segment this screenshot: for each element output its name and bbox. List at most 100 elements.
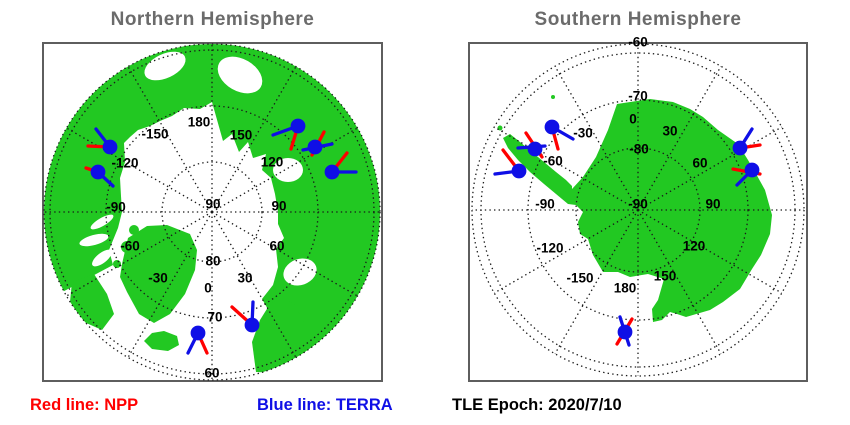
satellite-position-dot: [544, 119, 560, 135]
ocean-patch: [92, 249, 112, 267]
graticule-meridian: [637, 65, 722, 211]
grid-label: 90: [205, 197, 220, 212]
ocean-patch: [217, 56, 263, 94]
ocean-patch: [283, 258, 317, 286]
grid-label: 90: [271, 199, 286, 214]
grid-label: 90: [705, 197, 720, 212]
grid-label: -120: [536, 241, 563, 256]
grid-label: 60: [204, 366, 219, 381]
grid-label: 120: [683, 239, 706, 254]
satellite-position-dot: [527, 141, 543, 157]
grid-label: 60: [692, 156, 707, 171]
grid-label: -60: [628, 35, 648, 50]
grid-label: -90: [628, 197, 648, 212]
south-panel-title: Southern Hemisphere: [534, 9, 742, 30]
satellite-position-dot: [511, 163, 527, 179]
grid-label: 180: [614, 281, 637, 296]
grid-label: -150: [566, 271, 593, 286]
satellite-position-dot: [617, 324, 633, 340]
grid-label: -60: [120, 239, 140, 254]
satellite-marker: [493, 148, 527, 179]
satellite-marker: [186, 325, 209, 355]
land-path: [120, 225, 197, 323]
satellite-marker: [544, 119, 575, 151]
grid-label: 70: [207, 310, 222, 325]
satellite-marker: [516, 131, 547, 159]
grid-label: -30: [148, 271, 168, 286]
graticule-meridian: [493, 126, 639, 211]
graticule-meridian: [554, 65, 639, 211]
satellite-marker: [86, 127, 118, 155]
satellite-marker: [731, 162, 762, 187]
graticule-meridian: [637, 209, 722, 355]
grid-label: 120: [261, 155, 284, 170]
satellite-position-dot: [244, 317, 260, 333]
graticule-ring: [575, 147, 701, 273]
island: [497, 125, 503, 131]
ocean-patch: [273, 158, 303, 182]
satellite-marker: [301, 130, 334, 157]
graticule-meridian: [211, 211, 297, 358]
grid-label: -60: [543, 154, 563, 169]
satellite-position-dot: [307, 139, 323, 155]
grid-label: -90: [106, 200, 126, 215]
legend-terra-blue-line: Blue line: TERRA: [257, 396, 393, 414]
graticule-meridian: [211, 211, 358, 297]
grid-label: -90: [535, 197, 555, 212]
grid-label: -80: [629, 142, 649, 157]
graticule-ring: [43, 43, 381, 381]
graticule-meridian: [554, 209, 639, 355]
satellite-position-dot: [290, 118, 306, 134]
graticule-meridian: [66, 211, 213, 297]
grid-label: 60: [269, 239, 284, 254]
legend-tle-epoch: TLE Epoch: 2020/7/10: [452, 396, 622, 414]
land-path: [144, 331, 179, 351]
grid-label: 30: [662, 124, 677, 139]
south-hemisphere-panel: Southern Hemisphere -60 -70 0 30 -30 -80 60 -60…: [468, 9, 808, 382]
grid-label: 30: [237, 271, 252, 286]
island: [551, 95, 555, 99]
north-graticule: [43, 43, 381, 381]
satellite-position-dot: [102, 139, 118, 155]
satellite-position-dot: [324, 164, 340, 180]
grid-label: -150: [141, 127, 168, 142]
graticule-meridian: [66, 127, 213, 213]
graticule-ring: [527, 99, 749, 321]
satellite-position-dot: [190, 325, 206, 341]
graticule-meridian: [493, 209, 639, 294]
satellite-marker: [615, 315, 634, 347]
satellite-marker: [84, 164, 115, 188]
graticule-meridian: [211, 127, 358, 213]
graticule-meridian: [127, 211, 213, 358]
graticule-ring: [161, 161, 263, 263]
north-panel-title: Northern Hemisphere: [110, 9, 315, 30]
north-landmass: [44, 44, 380, 374]
satellite-marker: [732, 127, 762, 156]
land-path: [252, 297, 308, 374]
grid-label: 80: [205, 254, 220, 269]
grid-label: 0: [629, 112, 637, 127]
grid-label: -30: [573, 126, 593, 141]
grid-label: -120: [111, 156, 138, 171]
island: [129, 225, 139, 235]
satellite-marker: [324, 151, 358, 180]
land-path: [70, 274, 114, 330]
satellite-marker: [271, 118, 306, 151]
north-polar-map: 180 -150 150 -120 120 -90 90 90 -60 60 -30 30 0 80 70 6…: [43, 43, 381, 381]
ocean-patch: [79, 233, 109, 247]
ocean-patch: [90, 214, 114, 230]
graticule-meridian: [637, 209, 783, 294]
grid-label: -70: [628, 89, 648, 104]
south-polar-map: -60 -70 0 30 -30 -80 60 -60 -90 -90 90 -120 120 -150 1…: [471, 35, 805, 377]
legend-npp-red-line: Red line: NPP: [30, 396, 139, 414]
north-hemisphere-panel: Northern Hemisphere 180 -150 150 -120 120 -90…: [42, 9, 383, 382]
satellite-marker: [230, 300, 260, 333]
satellite-position-dot: [744, 162, 760, 178]
graticule-meridian: [211, 66, 297, 213]
grid-label: 0: [204, 281, 212, 296]
grid-label: 180: [188, 115, 211, 130]
island: [121, 241, 133, 253]
ocean-patch: [144, 51, 186, 81]
grid-label: 150: [654, 269, 677, 284]
